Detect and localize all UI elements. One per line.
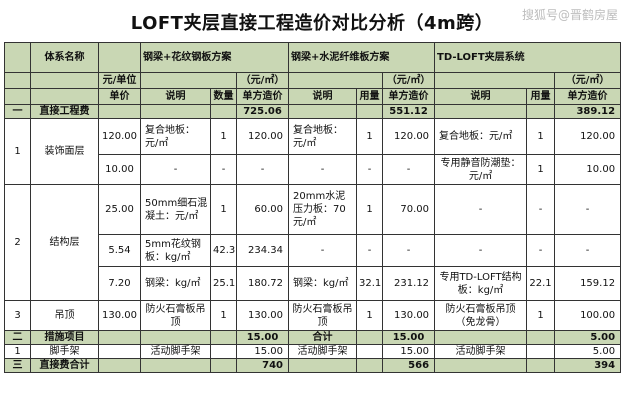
header-unit-price-c: （元/㎡） bbox=[554, 72, 622, 89]
header-scheme-a: 钢梁+花纹钢板方案 bbox=[139, 42, 290, 73]
col-unit-price: 单价 bbox=[98, 88, 141, 105]
page-title: LOFT夹层直接工程造价对比分析（4m跨） bbox=[130, 13, 494, 34]
section-row-direct-cost: 一 直接工程费 725.06 551.12 389.12 bbox=[4, 104, 622, 119]
col-desc-c: 说明 bbox=[434, 88, 528, 105]
header-unit-price-a: （元/㎡） bbox=[235, 72, 290, 89]
section-row-measures: 二 措施项目 15.00 合计 15.00 5.00 bbox=[4, 330, 622, 345]
header-row-units: 元/单位 （元/㎡） （元/㎡） （元/㎡） bbox=[4, 72, 622, 89]
header-blank bbox=[4, 42, 31, 73]
col-cost-b: 单方造价 bbox=[382, 88, 436, 105]
header-unit-price-b: （元/㎡） bbox=[382, 72, 436, 89]
header-row-schemes: 体系名称 钢梁+花纹钢板方案 钢梁+水泥纤维板方案 TD-LOFT夹层系统 bbox=[4, 42, 622, 73]
table-row: 1 装饰面层 120.00 复合地板：元/㎡ 1 120.00 复合地板：元/㎡… bbox=[4, 118, 622, 185]
col-cost-c: 单方造价 bbox=[554, 88, 622, 105]
col-desc-a: 说明 bbox=[140, 88, 211, 105]
table-row: 2 结构层 25.00 50mm细石混凝土：元/㎡ 1 60.00 20mm水泥… bbox=[4, 184, 622, 301]
col-qty-b: 用量 bbox=[356, 88, 384, 105]
header-system-name: 体系名称 bbox=[30, 42, 99, 73]
table-row: 7.20 钢梁：kg/㎡ 25.1 180.72 钢梁：kg/㎡ 32.1 23… bbox=[5, 266, 622, 301]
watermark: 搜狐号@晋鹤房屋 bbox=[521, 8, 618, 22]
col-qty-c: 用量 bbox=[526, 88, 556, 105]
table-row: 10.00 - - - - - - 专用静音防潮垫：元/㎡ 1 10.00 bbox=[5, 154, 622, 185]
header-row-columns: 单价 说明 数量 单方造价 说明 用量 单方造价 说明 用量 单方造价 bbox=[4, 88, 622, 105]
col-qty-a: 数量 bbox=[210, 88, 237, 105]
table-row: 5.54 5mm花纹钢板：kg/㎡ 42.3 234.34 - - - - - … bbox=[5, 234, 622, 267]
col-desc-b: 说明 bbox=[288, 88, 358, 105]
col-cost-a: 单方造价 bbox=[235, 88, 290, 105]
header-scheme-b: 钢梁+水泥纤维板方案 bbox=[288, 42, 436, 73]
table-row: 1 脚手架 活动脚手架 15.00 活动脚手架 15.00 活动脚手架 5.00 bbox=[4, 344, 622, 359]
section-row-total: 三 直接费合计 740 566 394 bbox=[4, 358, 622, 373]
table-row: 3 吊顶 130.00 防火石膏板吊顶 1 130.00 防火石膏板吊顶 1 1… bbox=[4, 300, 622, 331]
header-unit-label: 元/单位 bbox=[98, 72, 141, 89]
cost-comparison-table: 体系名称 钢梁+花纹钢板方案 钢梁+水泥纤维板方案 TD-LOFT夹层系统 元/… bbox=[4, 42, 622, 373]
header-scheme-c: TD-LOFT夹层系统 bbox=[434, 42, 622, 73]
